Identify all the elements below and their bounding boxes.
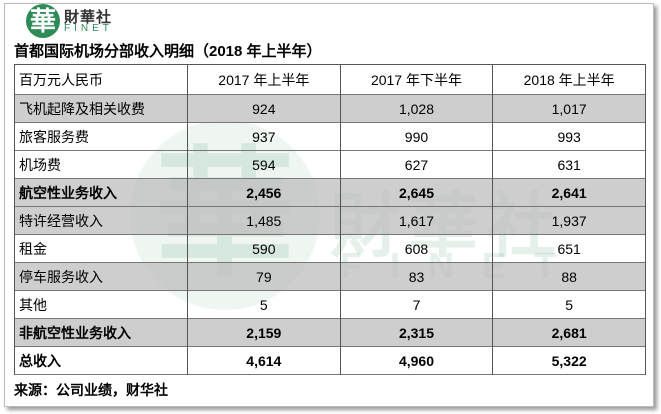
table-cell: 机场费 xyxy=(14,150,188,179)
table-row: 飞机起降及相关收费 924 1,028 1,017 xyxy=(14,94,646,123)
table-cell: 993 xyxy=(492,122,646,151)
table-cell: 2018 年上半年 xyxy=(492,64,646,95)
table-row: 百万元人民币 2017 年上半年 2017 年下半年 2018 年上半年 xyxy=(14,64,646,95)
table-cell: 937 xyxy=(187,122,341,151)
table-cell: 83 xyxy=(339,262,494,291)
table-cell: 租金 xyxy=(14,234,188,263)
logo-mark: 華 xyxy=(26,4,60,38)
table-cell: 2,645 xyxy=(339,178,494,207)
table-row: 停车服务收入 79 83 88 xyxy=(14,262,646,291)
table-cell: 2,315 xyxy=(339,318,494,347)
table-cell: 2,456 xyxy=(187,178,341,207)
table-cell: 其他 xyxy=(14,290,188,319)
table-row: 其他 5 7 5 xyxy=(14,290,646,319)
table-row: 非航空性业务收入 2,159 2,315 2,681 xyxy=(14,318,646,347)
table-cell: 88 xyxy=(492,262,646,291)
table-cell: 2,681 xyxy=(492,318,646,347)
table-cell: 1,017 xyxy=(492,94,646,123)
logo-name: 財華社 xyxy=(64,9,113,26)
table-cell: 2,641 xyxy=(492,178,646,207)
table-cell: 990 xyxy=(339,122,494,151)
table-row: 航空性业务收入 2,456 2,645 2,641 xyxy=(14,178,646,207)
table-cell: 651 xyxy=(492,234,646,263)
table-cell: 百万元人民币 xyxy=(14,64,188,95)
table-cell: 7 xyxy=(339,290,494,319)
table-cell: 590 xyxy=(187,234,341,263)
table-row: 租金 590 608 651 xyxy=(14,234,646,263)
table-cell: 1,485 xyxy=(187,206,341,235)
table-cell: 航空性业务收入 xyxy=(14,178,188,207)
table-cell: 总收入 xyxy=(14,346,188,375)
table-cell: 1,617 xyxy=(339,206,494,235)
table-row: 旅客服务费 937 990 993 xyxy=(14,122,646,151)
table-cell: 2017 年下半年 xyxy=(339,64,494,95)
table-cell: 1,028 xyxy=(339,94,494,123)
source: 来源：公司业绩，财华社 xyxy=(14,382,168,398)
table-row: 总收入 4,614 4,960 5,322 xyxy=(14,346,646,375)
logo-sub: FINET xyxy=(64,23,113,34)
table-cell: 旅客服务费 xyxy=(14,122,188,151)
table-row: 机场费 594 627 631 xyxy=(14,150,646,179)
table-cell: 特许经营收入 xyxy=(14,206,188,235)
table-cell: 79 xyxy=(187,262,341,291)
table-cell: 非航空性业务收入 xyxy=(14,318,188,347)
table-cell: 5,322 xyxy=(492,346,646,375)
table-cell: 594 xyxy=(187,150,341,179)
table-cell: 5 xyxy=(492,290,646,319)
table-cell: 631 xyxy=(492,150,646,179)
table-cell: 5 xyxy=(187,290,341,319)
table-cell: 4,614 xyxy=(187,346,341,375)
table-row: 特许经营收入 1,485 1,617 1,937 xyxy=(14,206,646,235)
table-cell: 4,960 xyxy=(339,346,494,375)
table-cell: 924 xyxy=(187,94,341,123)
table-cell: 飞机起降及相关收费 xyxy=(14,94,188,123)
table-cell: 2017 年上半年 xyxy=(187,64,341,95)
table-cell: 627 xyxy=(339,150,494,179)
table: 百万元人民币 2017 年上半年 2017 年下半年 2018 年上半年 飞机起降及相关… xyxy=(14,64,646,375)
table-cell: 608 xyxy=(339,234,494,263)
table-cell: 1,937 xyxy=(492,206,646,235)
table-cell: 停车服务收入 xyxy=(14,262,188,291)
table-cell: 2,159 xyxy=(187,318,341,347)
title: 首都国际机场分部收入明细（2018 年上半年） xyxy=(14,43,322,60)
